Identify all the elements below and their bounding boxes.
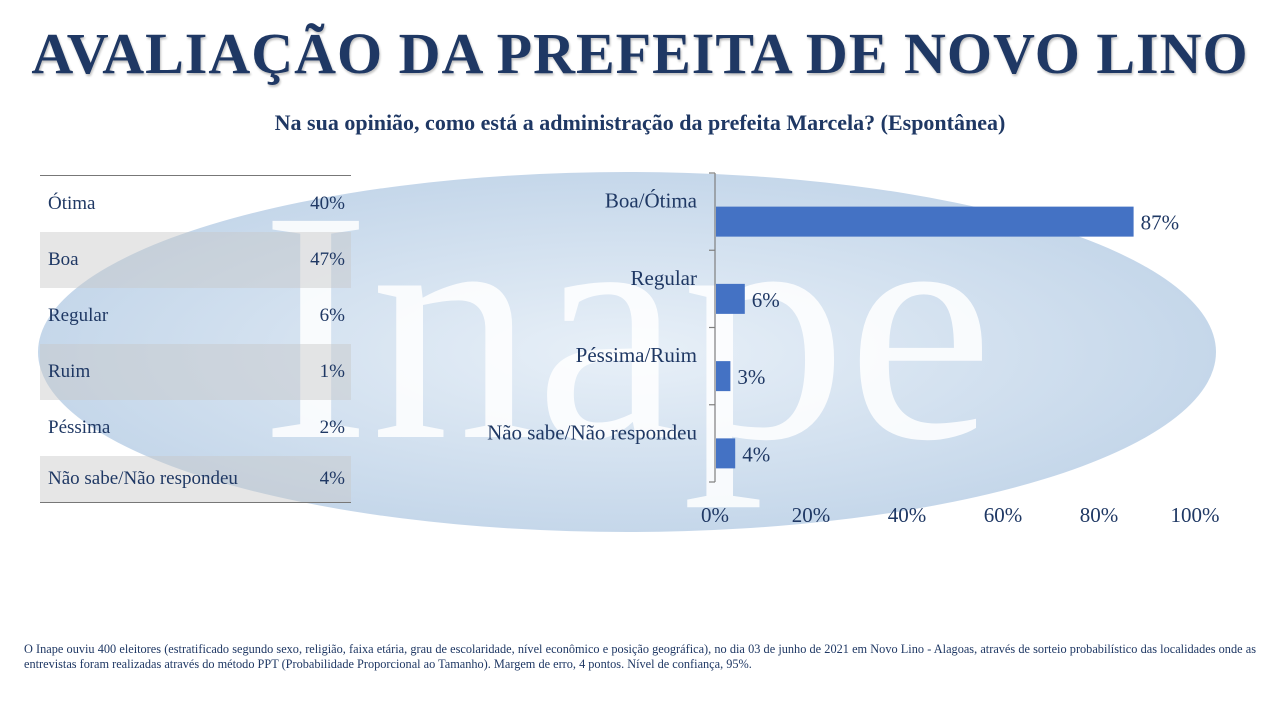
row-value: 2% <box>319 417 345 438</box>
bar-1 <box>716 283 745 314</box>
row-label: Não sabe/Não respondeu <box>40 456 277 503</box>
category-label: Regular <box>631 266 697 290</box>
x-tick-label: 20% <box>792 503 831 527</box>
row-value: 4% <box>277 456 351 503</box>
table-row: Regular 6% <box>40 288 351 344</box>
page-title: AVALIAÇÃO DA PREFEITA DE NOVO LINO <box>31 21 1249 86</box>
methodology-footnote: O Inape ouviu 400 eleitores (estratifica… <box>24 642 1256 671</box>
x-tick-label: 80% <box>1080 503 1119 527</box>
data-label: 87% <box>1141 211 1180 235</box>
row-value: 47% <box>277 232 351 288</box>
row-value: 40% <box>310 193 345 214</box>
x-tick-label: 60% <box>984 503 1023 527</box>
category-label: Não sabe/Não respondeu <box>487 420 697 444</box>
row-label: Boa <box>40 232 277 288</box>
data-label: 3% <box>737 365 765 389</box>
breakdown-table: Ótima 40% Boa 47% Regular 6% Ruim 1% Péssima 2% Nã… <box>40 175 351 503</box>
row-value: 1% <box>277 344 351 400</box>
row-label: Péssima <box>48 417 111 438</box>
bar-0 <box>716 206 1134 237</box>
bar-3 <box>716 438 736 469</box>
data-label: 6% <box>752 288 780 312</box>
survey-question: Na sua opinião, como está a administraçã… <box>274 110 1006 135</box>
table-row: Boa 47% <box>40 232 351 288</box>
bar-2 <box>716 361 731 392</box>
row-label: Ruim <box>40 344 277 400</box>
category-label: Péssima/Ruim <box>576 343 697 367</box>
table-row: Ótima 40% <box>40 176 351 233</box>
x-tick-label: 40% <box>888 503 927 527</box>
row-label: Ótima <box>48 193 96 214</box>
table-row: Péssima 2% <box>40 400 351 456</box>
table-row: Ruim 1% <box>40 344 351 400</box>
data-label: 4% <box>742 442 770 466</box>
row-label: Regular <box>48 305 109 326</box>
x-tick-label: 100% <box>1171 503 1220 527</box>
x-tick-label: 0% <box>701 503 729 527</box>
row-value: 6% <box>319 305 345 326</box>
table-row: Não sabe/Não respondeu 4% <box>40 456 351 503</box>
category-label: Boa/Ótima <box>605 189 698 213</box>
